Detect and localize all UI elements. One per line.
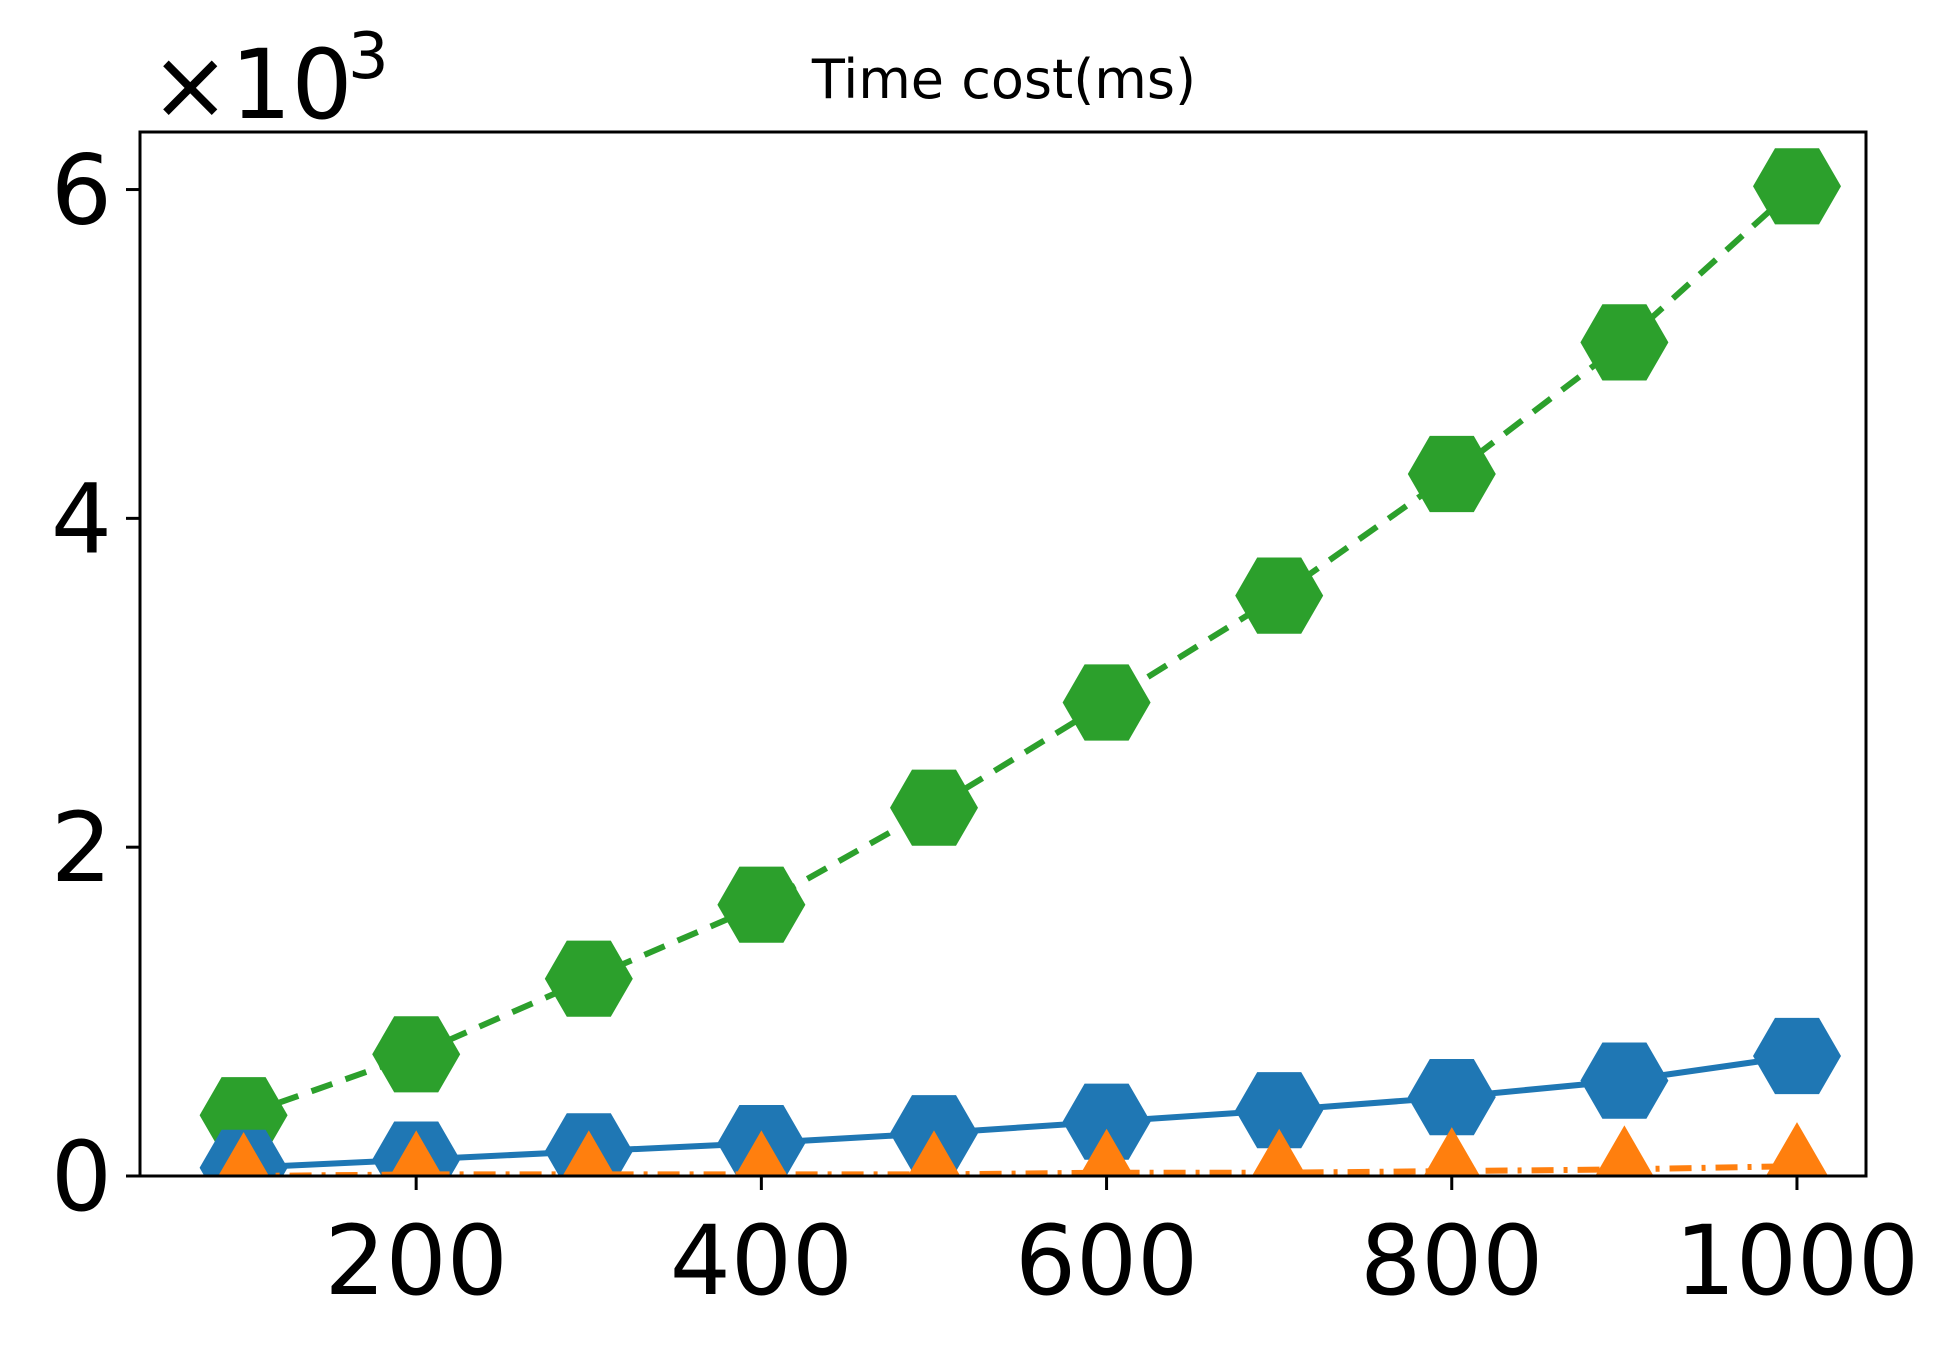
data-point xyxy=(717,866,806,943)
axis-layer: 200 400 600 800 1000 0 2 4 6 xyxy=(51,135,1919,1317)
series-group xyxy=(199,148,1841,1176)
data-point xyxy=(890,769,978,846)
series-line xyxy=(242,184,1800,1119)
x-tick-label: 800 xyxy=(1360,1205,1543,1317)
data-point xyxy=(1062,664,1151,741)
series-2 xyxy=(199,148,1841,1154)
y-tick-label: 4 xyxy=(51,463,112,575)
data-point xyxy=(1062,1083,1151,1160)
x-tick-label: 400 xyxy=(670,1205,853,1317)
y-offset-exponent: 3 xyxy=(348,20,389,94)
x-tick-label: 200 xyxy=(325,1205,508,1317)
data-point xyxy=(1580,1042,1669,1119)
data-point xyxy=(1423,1127,1481,1176)
y-tick-label: 0 xyxy=(51,1121,112,1233)
plot-frame xyxy=(138,130,1868,1178)
data-point xyxy=(218,1132,270,1176)
data-point xyxy=(907,1130,961,1176)
y-offset-label: ×10 3 xyxy=(150,20,389,141)
data-point xyxy=(1235,1072,1324,1149)
data-point xyxy=(562,1130,616,1176)
series-layer xyxy=(199,148,1841,1176)
data-point xyxy=(1407,435,1496,513)
chart-title: Time cost(ms) xyxy=(811,48,1196,111)
y-tick-label: 6 xyxy=(51,135,112,247)
data-point xyxy=(1753,1017,1841,1095)
series-line xyxy=(243,1053,1798,1171)
data-point xyxy=(735,1130,788,1176)
data-point xyxy=(372,1016,461,1093)
data-point xyxy=(389,1130,443,1176)
data-point xyxy=(1753,148,1841,225)
y-tick-label: 2 xyxy=(51,792,112,904)
series-line xyxy=(243,1163,1798,1176)
data-point xyxy=(1251,1128,1307,1176)
data-point xyxy=(1079,1128,1134,1176)
data-point xyxy=(544,940,633,1017)
y-offset-base: ×10 xyxy=(150,29,353,141)
x-tick-label: 600 xyxy=(1015,1205,1198,1317)
data-point xyxy=(1580,304,1669,381)
x-tick-label: 1000 xyxy=(1675,1205,1919,1317)
data-point xyxy=(1595,1125,1654,1176)
data-point xyxy=(1235,557,1324,634)
data-point xyxy=(1407,1059,1496,1136)
data-point xyxy=(1765,1122,1829,1176)
series-1 xyxy=(218,1122,1829,1176)
